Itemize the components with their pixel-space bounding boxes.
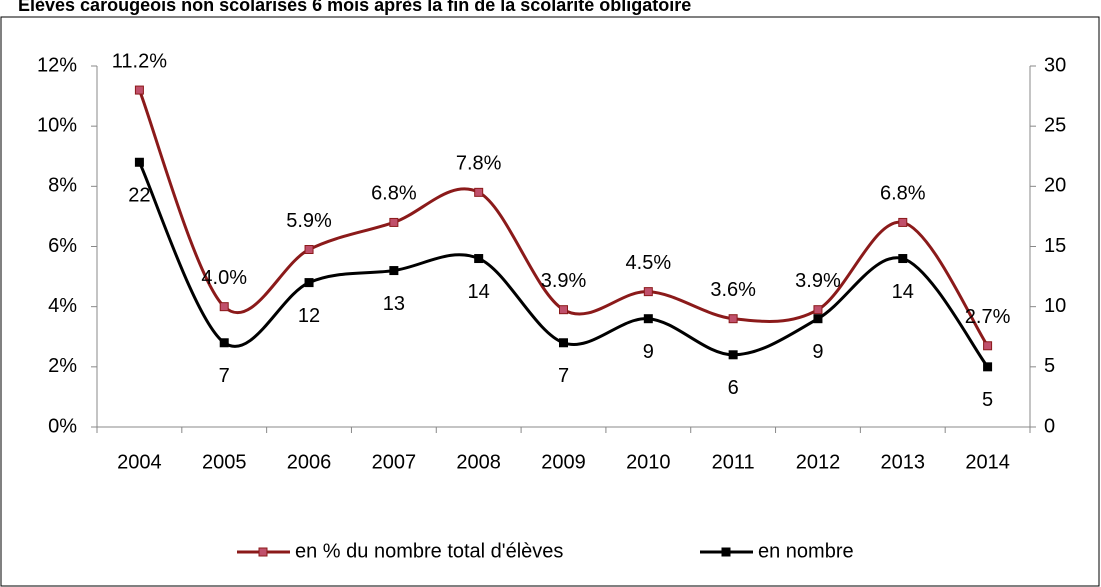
y-tick-label: 10% <box>37 114 77 136</box>
series-line <box>138 89 989 347</box>
marker <box>983 341 993 351</box>
x-tick-label: 2012 <box>796 451 841 473</box>
x-tick-label: 2006 <box>287 451 332 473</box>
x-tick-label: 2014 <box>965 451 1010 473</box>
data-label: 7.8% <box>456 153 502 175</box>
marker <box>474 254 484 264</box>
marker <box>643 287 653 297</box>
data-label: 5.9% <box>286 210 332 232</box>
y2-tick-label: 25 <box>1044 114 1066 136</box>
chart-border <box>0 16 1100 587</box>
x-tick-label: 2008 <box>456 451 501 473</box>
marker <box>728 350 738 360</box>
x-tick-label: 2013 <box>881 451 926 473</box>
data-label: 7 <box>219 365 230 387</box>
x-tick-label: 2004 <box>117 451 162 473</box>
data-label: 12 <box>298 305 320 327</box>
y2-tick-label: 0 <box>1044 415 1055 437</box>
y-tick-label: 4% <box>48 295 77 317</box>
marker <box>304 278 314 288</box>
data-label: 4.5% <box>626 252 672 274</box>
marker <box>898 217 908 227</box>
data-label: 6 <box>728 377 739 399</box>
marker <box>134 157 144 167</box>
x-tick-label: 2005 <box>202 451 247 473</box>
y-tick-label: 8% <box>48 175 77 197</box>
y-tick-label: 0% <box>48 415 77 437</box>
x-tick-label: 2010 <box>626 451 671 473</box>
data-label: 22 <box>128 185 150 207</box>
x-tick-label: 2009 <box>541 451 586 473</box>
data-label: 6.8% <box>880 183 926 205</box>
marker <box>983 362 993 372</box>
data-label: 3.9% <box>795 270 841 292</box>
y2-tick-label: 30 <box>1044 54 1066 76</box>
y2-tick-label: 15 <box>1044 235 1066 257</box>
marker <box>389 217 399 227</box>
marker <box>304 245 314 255</box>
marker <box>813 314 823 324</box>
marker <box>728 314 738 324</box>
data-label: 4.0% <box>201 267 247 289</box>
data-label: 9 <box>812 341 823 363</box>
data-label: 7 <box>558 365 569 387</box>
chart-title: Elèves carougeois non scolarisés 6 mois … <box>18 0 691 15</box>
y-tick-label: 6% <box>48 235 77 257</box>
legend-marker <box>721 547 731 557</box>
x-tick-label: 2007 <box>372 451 417 473</box>
y2-tick-label: 20 <box>1044 175 1066 197</box>
x-tick-label: 2011 <box>712 451 755 473</box>
y2-tick-label: 10 <box>1044 295 1066 317</box>
marker <box>813 305 823 315</box>
data-label: 14 <box>892 281 914 303</box>
data-label: 6.8% <box>371 183 417 205</box>
y-tick-label: 12% <box>37 54 77 76</box>
data-label: 11.2% <box>112 50 167 72</box>
data-label: 3.6% <box>710 279 756 301</box>
marker <box>219 302 229 312</box>
marker <box>389 266 399 276</box>
data-label: 5 <box>982 389 993 411</box>
marker <box>559 305 568 315</box>
y2-tick-label: 5 <box>1044 355 1055 377</box>
data-label: 3.9% <box>541 270 587 292</box>
data-label: 13 <box>383 293 405 315</box>
legend-label: en nombre <box>758 540 854 562</box>
marker <box>643 314 653 324</box>
legend-marker <box>258 547 268 557</box>
marker <box>474 187 484 197</box>
marker <box>219 338 229 348</box>
data-label: 14 <box>468 281 490 303</box>
y-tick-label: 2% <box>48 355 77 377</box>
legend-label: en % du nombre total d'élèves <box>295 540 563 562</box>
data-label: 9 <box>643 341 654 363</box>
marker <box>134 85 144 95</box>
marker <box>898 254 908 264</box>
data-label: 2.7% <box>965 306 1011 328</box>
marker <box>559 338 568 348</box>
